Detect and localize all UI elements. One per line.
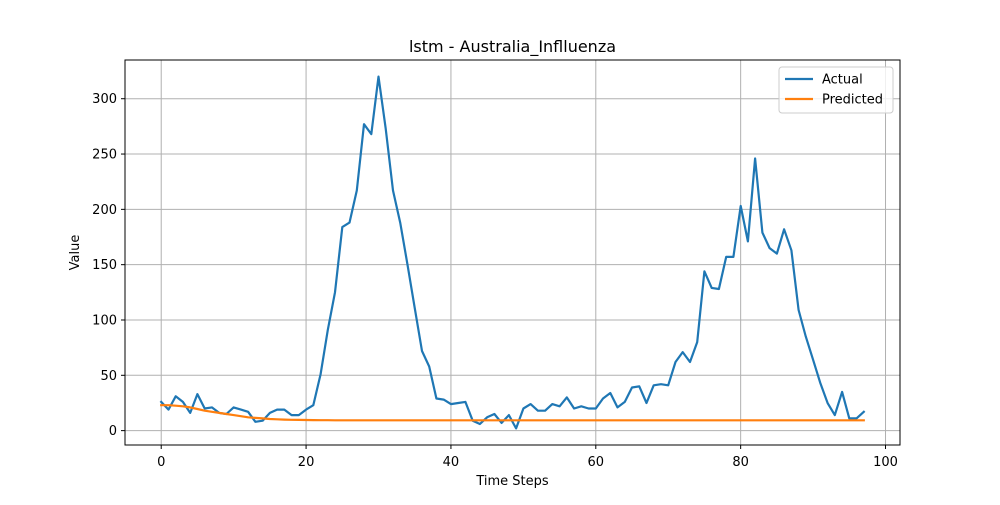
x-tick-label: 80 (732, 455, 749, 470)
y-tick-label: 150 (92, 258, 117, 273)
plot-area-frame (124, 59, 901, 446)
series-line-predicted (160, 404, 865, 422)
y-tick-label: 50 (100, 369, 117, 384)
y-tick-label: 250 (92, 148, 117, 163)
grid (125, 60, 900, 445)
legend-label-predicted: Predicted (822, 93, 883, 108)
y-axis-label: Value (68, 235, 83, 271)
x-tick-label: 100 (873, 455, 898, 470)
x-tick-label: 0 (157, 455, 165, 470)
x-tick-label: 20 (298, 455, 315, 470)
chart-legend: Actual Predicted (778, 66, 894, 114)
series-lines (159, 75, 866, 430)
axis-ticks: 0 20 40 60 80 100 0 50 100 150 200 250 300 (92, 92, 898, 470)
chart-title: lstm - Australia_Inflluenza (409, 37, 616, 57)
y-tick-label: 0 (109, 424, 117, 439)
x-tick-label: 60 (588, 455, 605, 470)
legend-label-actual: Actual (822, 73, 863, 88)
y-tick-label: 200 (92, 203, 117, 218)
series-line-actual (159, 75, 866, 430)
y-tick-label: 100 (92, 313, 117, 328)
x-tick-label: 40 (443, 455, 460, 470)
y-tick-label: 300 (92, 92, 117, 107)
x-axis-label: Time Steps (475, 474, 549, 489)
